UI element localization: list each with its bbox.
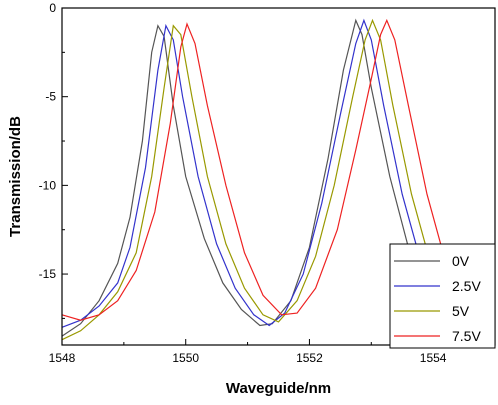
series-line-3: [61, 18, 495, 325]
legend-box: [389, 243, 496, 349]
legend: 0V 2.5V 5V 7.5V: [389, 243, 496, 349]
x-tick-label-0: 1548: [49, 351, 76, 365]
legend-label-0: 0V: [452, 253, 470, 269]
x-tick-label-1: 1550: [172, 351, 199, 365]
axis-ticks: [61, 7, 434, 345]
legend-label-3: 7.5V: [452, 328, 481, 344]
tick-labels: 1548 1550 1552 1554 0 -5 -10 -15: [39, 1, 447, 365]
y-axis-title: Transmission/dB: [7, 116, 24, 237]
series-line-1: [61, 18, 496, 328]
x-axis-title: Waveguide/nm: [226, 380, 331, 397]
y-tick-label-2: -10: [39, 178, 57, 192]
y-tick-label-0: 0: [49, 1, 56, 15]
plot-frame: [61, 7, 496, 346]
legend-label-2: 5V: [452, 303, 470, 319]
series-line-2: [61, 18, 496, 341]
y-tick-label-1: -5: [45, 90, 56, 104]
legend-label-1: 2.5V: [452, 278, 481, 294]
x-tick-label-3: 1554: [420, 351, 447, 365]
y-tick-label-3: -15: [39, 267, 57, 281]
x-tick-label-2: 1552: [296, 351, 323, 365]
